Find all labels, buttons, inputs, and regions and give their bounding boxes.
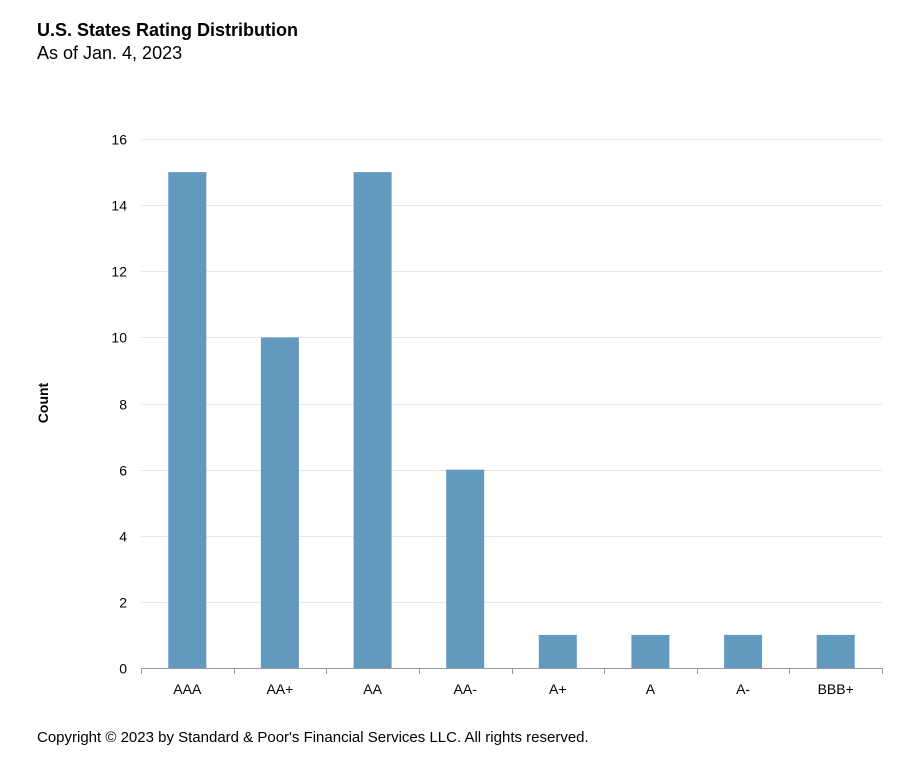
- gridlines: [141, 139, 882, 603]
- bar-A-: [724, 634, 763, 668]
- axes: [141, 668, 883, 674]
- x-tick-label: A+: [549, 681, 567, 697]
- x-tick-label: BBB+: [818, 681, 854, 697]
- y-tick-label: 4: [119, 529, 127, 545]
- x-tick-label: AA+: [266, 681, 293, 697]
- bar-AA: [353, 172, 392, 668]
- x-tick-label: AA-: [454, 681, 478, 697]
- y-tick-label: 6: [119, 463, 127, 479]
- y-tick-label: 14: [111, 198, 127, 214]
- copyright-footer: Copyright © 2023 by Standard & Poor's Fi…: [37, 729, 589, 746]
- y-tick-label: 10: [111, 330, 127, 346]
- y-tick-label: 0: [119, 661, 127, 677]
- y-tick-label: 16: [111, 132, 127, 148]
- bars: [168, 172, 855, 668]
- bar-AAA: [168, 172, 207, 668]
- x-tick-label: AA: [363, 681, 382, 697]
- x-tick-label: A: [646, 681, 656, 697]
- y-tick-label: 2: [119, 595, 127, 611]
- bar-A: [631, 634, 670, 668]
- y-tick-labels: 0 2 4 6 8 10 12 14 16: [111, 132, 127, 677]
- bar-BBB+: [816, 634, 855, 668]
- x-tick-labels: AAA AA+ AA AA- A+ A A- BBB+: [173, 681, 854, 697]
- x-tick-label: AAA: [173, 681, 202, 697]
- bar-AA-: [446, 469, 485, 668]
- y-tick-label: 12: [111, 264, 127, 280]
- chart-title: U.S. States Rating Distribution: [37, 20, 299, 40]
- chart-subtitle: As of Jan. 4, 2023: [37, 43, 183, 63]
- bar-A+: [538, 634, 577, 668]
- x-tick-label: A-: [736, 681, 750, 697]
- y-axis-title: Count: [35, 382, 51, 423]
- bar-AA+: [260, 337, 299, 668]
- y-tick-label: 8: [119, 397, 127, 413]
